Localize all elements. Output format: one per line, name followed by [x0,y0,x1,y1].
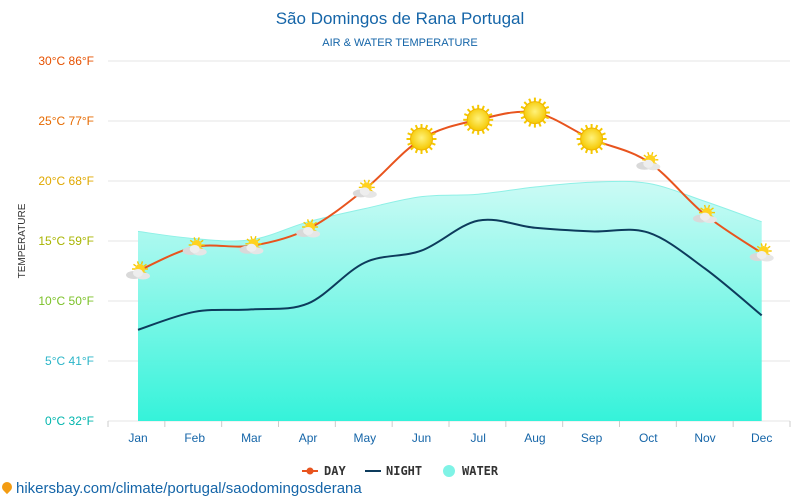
partly-cloudy-icon [182,237,207,256]
partly-cloudy-icon [636,151,661,171]
y-axis-title: TEMPERATURE [17,203,28,278]
x-tick-label: Dec [751,431,772,445]
night-line [137,218,763,331]
y-tick-label: 10°C 50°F [38,294,94,308]
x-tick-label: Sep [581,431,603,445]
x-tick-label: Oct [639,431,658,445]
y-tick-label: 20°C 68°F [38,174,94,188]
x-tick-label: Feb [184,431,205,445]
partly-cloudy-icon [126,261,150,280]
y-axis-tick-labels: 0°C 32°F 5°C 41°F 10°C 50°F 15°C 59°F 20°C 6… [38,54,94,428]
legend: DAY NIGHT WATER [302,464,499,478]
water-line [137,180,762,242]
partly-cloudy-icon [296,219,321,238]
x-tick-label: May [353,431,376,445]
y-tick-label: 5°C 41°F [45,354,94,368]
location-pin-icon [0,479,15,495]
sun-icon [463,104,494,135]
x-tick-label: Jun [412,431,431,445]
weather-icons [126,97,774,280]
x-tick-label: Mar [241,431,262,445]
source-text: hikersbay.com/climate/portugal/saodoming… [16,480,362,497]
night-series [137,218,763,331]
source-link[interactable]: hikersbay.com/climate/portugal/saodoming… [0,479,362,497]
y-tick-label: 25°C 77°F [38,114,94,128]
x-tick-label: Apr [299,431,318,445]
chart-subtitle: AIR & WATER TEMPERATURE [322,37,477,49]
sun-icon [519,97,550,128]
legend-label-day: DAY [324,464,346,478]
sun-icon [406,124,437,154]
y-tick-label: 30°C 86°F [38,54,94,68]
x-axis-tick-labels: Jan Feb Mar Apr May Jun Jul Aug Sep Oct Nov Dec [128,431,772,445]
sun-icon [576,124,607,154]
y-tick-label: 15°C 59°F [38,234,94,248]
partly-cloudy-icon [352,179,377,198]
partly-cloudy-icon [239,235,264,255]
water-area [138,181,762,421]
partly-cloudy-icon [749,243,774,262]
legend-item-night[interactable]: NIGHT [365,464,422,478]
water-series [137,180,762,421]
legend-item-water[interactable]: WATER [443,464,499,478]
legend-item-day[interactable]: DAY [302,464,346,478]
legend-label-water: WATER [462,464,499,478]
x-tick-label: Jan [128,431,147,445]
x-tick-label: Aug [524,431,545,445]
x-tick-label: Jul [471,431,486,445]
y-tick-label: 0°C 32°F [45,414,94,428]
x-tick-label: Nov [694,431,715,445]
partly-cloudy-icon [693,204,717,224]
chart-title: São Domingos de Rana Portugal [276,9,525,28]
legend-label-night: NIGHT [386,464,422,478]
